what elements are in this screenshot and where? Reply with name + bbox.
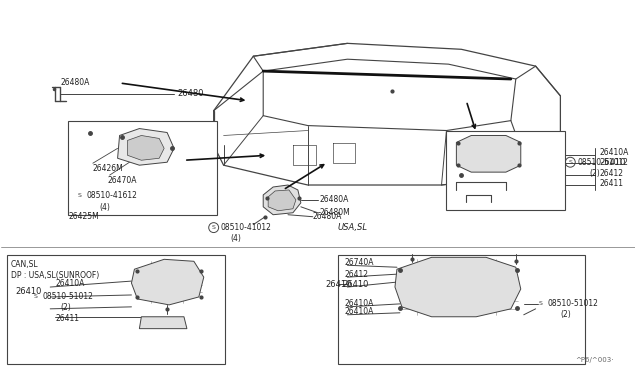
Text: S: S [539, 301, 543, 307]
Text: 26480: 26480 [177, 89, 204, 98]
Polygon shape [263, 185, 301, 215]
Text: 26410: 26410 [326, 280, 352, 289]
Text: (2): (2) [589, 169, 600, 177]
Text: 26410: 26410 [599, 158, 625, 167]
Text: S: S [568, 160, 572, 165]
Polygon shape [140, 317, 187, 328]
Text: 26412: 26412 [344, 270, 369, 279]
Bar [6, 255, 225, 364]
Text: 08510-51012: 08510-51012 [547, 299, 598, 308]
Text: (4): (4) [100, 203, 111, 212]
Polygon shape [395, 257, 521, 317]
Polygon shape [127, 135, 164, 160]
Text: 08510-41012: 08510-41012 [221, 223, 271, 232]
Text: 08510-51012: 08510-51012 [577, 158, 628, 167]
Text: 26470A: 26470A [108, 176, 137, 185]
Text: 26480A: 26480A [60, 78, 90, 87]
Polygon shape [268, 190, 296, 211]
Text: 26410A: 26410A [55, 279, 84, 288]
Bar [447, 131, 565, 210]
Text: S: S [33, 295, 37, 299]
Polygon shape [118, 129, 174, 165]
Text: 26425M: 26425M [68, 212, 99, 221]
Text: S: S [212, 225, 216, 230]
Text: 26410A: 26410A [344, 307, 374, 316]
Text: 26411: 26411 [55, 314, 79, 323]
Text: CAN,SL: CAN,SL [11, 260, 38, 269]
Text: (4): (4) [230, 234, 241, 243]
Bar [337, 255, 585, 364]
Polygon shape [131, 259, 204, 305]
Polygon shape [456, 135, 521, 172]
Text: DP : USA,SL(SUNROOF): DP : USA,SL(SUNROOF) [11, 271, 99, 280]
Text: 26410A: 26410A [599, 148, 628, 157]
Text: 26411: 26411 [599, 179, 623, 187]
Text: 26410A: 26410A [344, 299, 374, 308]
Text: (2): (2) [60, 303, 71, 312]
Text: (2): (2) [561, 310, 571, 319]
Text: 08510-51012: 08510-51012 [42, 292, 93, 301]
Bar [68, 121, 217, 215]
Text: 26480A: 26480A [313, 212, 342, 221]
Text: 26480A: 26480A [319, 195, 349, 204]
Text: 26410: 26410 [15, 288, 42, 296]
Text: 26412: 26412 [599, 169, 623, 177]
Text: 26426M: 26426M [93, 164, 124, 173]
Text: USA,SL: USA,SL [337, 223, 367, 232]
Text: 26410: 26410 [342, 280, 369, 289]
Text: 26480M: 26480M [319, 208, 351, 217]
Text: ^P6/^003·: ^P6/^003· [575, 357, 614, 363]
Text: 26740A: 26740A [344, 258, 374, 267]
Text: 08510-41612: 08510-41612 [87, 192, 138, 201]
Text: S: S [78, 193, 82, 198]
